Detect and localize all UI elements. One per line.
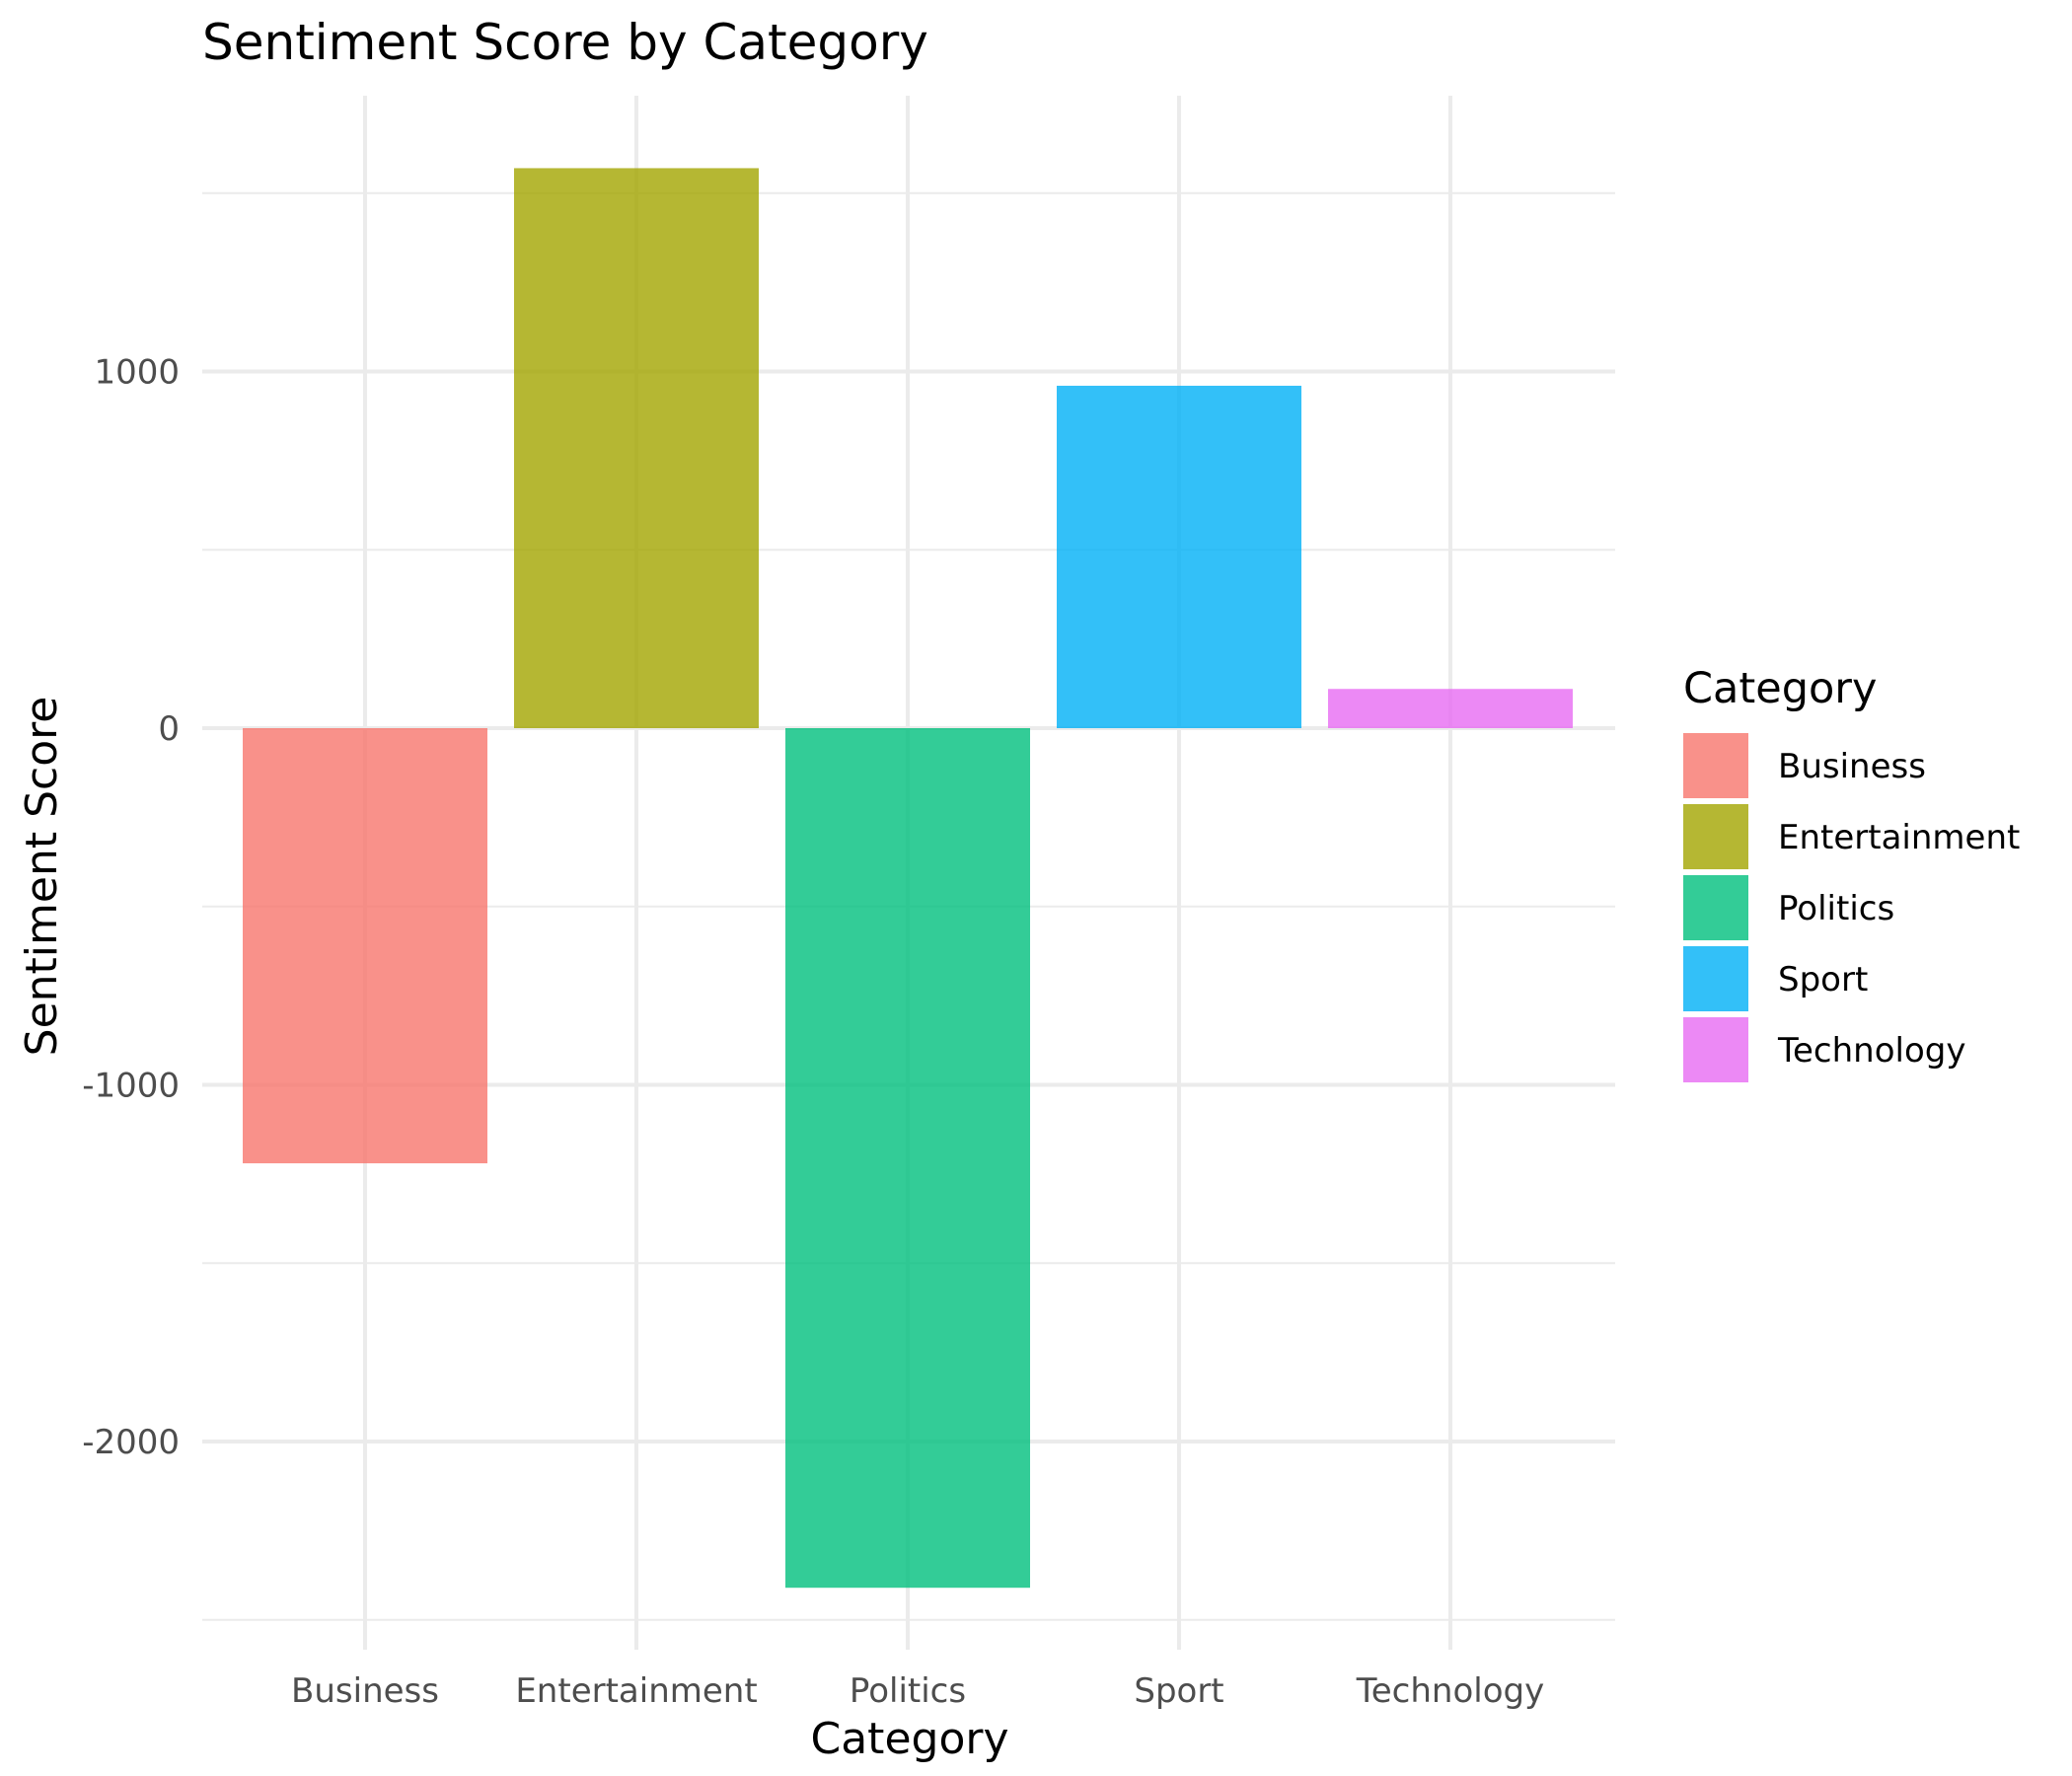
bar-technology: [1328, 689, 1573, 728]
legend-item-sport: Sport: [1683, 946, 1868, 1011]
legend-label: Entertainment: [1778, 818, 2020, 857]
x-tick-label: Business: [291, 1671, 439, 1711]
legend-item-politics: Politics: [1683, 875, 1894, 940]
x-tick-label: Sport: [1134, 1671, 1223, 1711]
y-tick-label: 0: [158, 709, 180, 749]
legend-title: Category: [1683, 664, 1877, 713]
legend-swatch: [1683, 946, 1748, 1011]
legend-item-technology: Technology: [1683, 1017, 1965, 1082]
y-axis-ticks: -2000 -1000 0 1000: [82, 353, 180, 1463]
legend-swatch: [1683, 804, 1748, 869]
chart-title: Sentiment Score by Category: [202, 14, 928, 71]
y-axis-title: Sentiment Score: [17, 697, 67, 1057]
legend-item-business: Business: [1683, 733, 1926, 798]
legend: Category Business Entertainment Politics Sp…: [1683, 664, 2020, 1082]
x-axis-ticks: Business Entertainment Politics Sport Techno…: [291, 1671, 1544, 1711]
y-tick-label: -1000: [82, 1067, 180, 1106]
bars: [243, 168, 1573, 1589]
legend-items: Business Entertainment Politics Sport Techno…: [1683, 733, 2020, 1082]
legend-item-entertainment: Entertainment: [1683, 804, 2020, 869]
y-tick-label: -2000: [82, 1423, 180, 1462]
bar-politics: [785, 728, 1030, 1589]
x-tick-label: Entertainment: [515, 1671, 757, 1711]
bar-sport: [1057, 385, 1301, 728]
legend-label: Business: [1778, 747, 1926, 786]
legend-label: Sport: [1778, 960, 1868, 999]
legend-label: Technology: [1777, 1031, 1965, 1071]
legend-label: Politics: [1778, 889, 1894, 928]
legend-swatch: [1683, 1017, 1748, 1082]
legend-swatch: [1683, 733, 1748, 798]
x-tick-label: Technology: [1356, 1671, 1544, 1711]
legend-swatch: [1683, 875, 1748, 940]
bar-entertainment: [514, 168, 759, 728]
y-tick-label: 1000: [94, 353, 180, 393]
bar-business: [243, 728, 487, 1164]
x-tick-label: Politics: [850, 1671, 966, 1711]
x-axis-title: Category: [811, 1714, 1009, 1764]
